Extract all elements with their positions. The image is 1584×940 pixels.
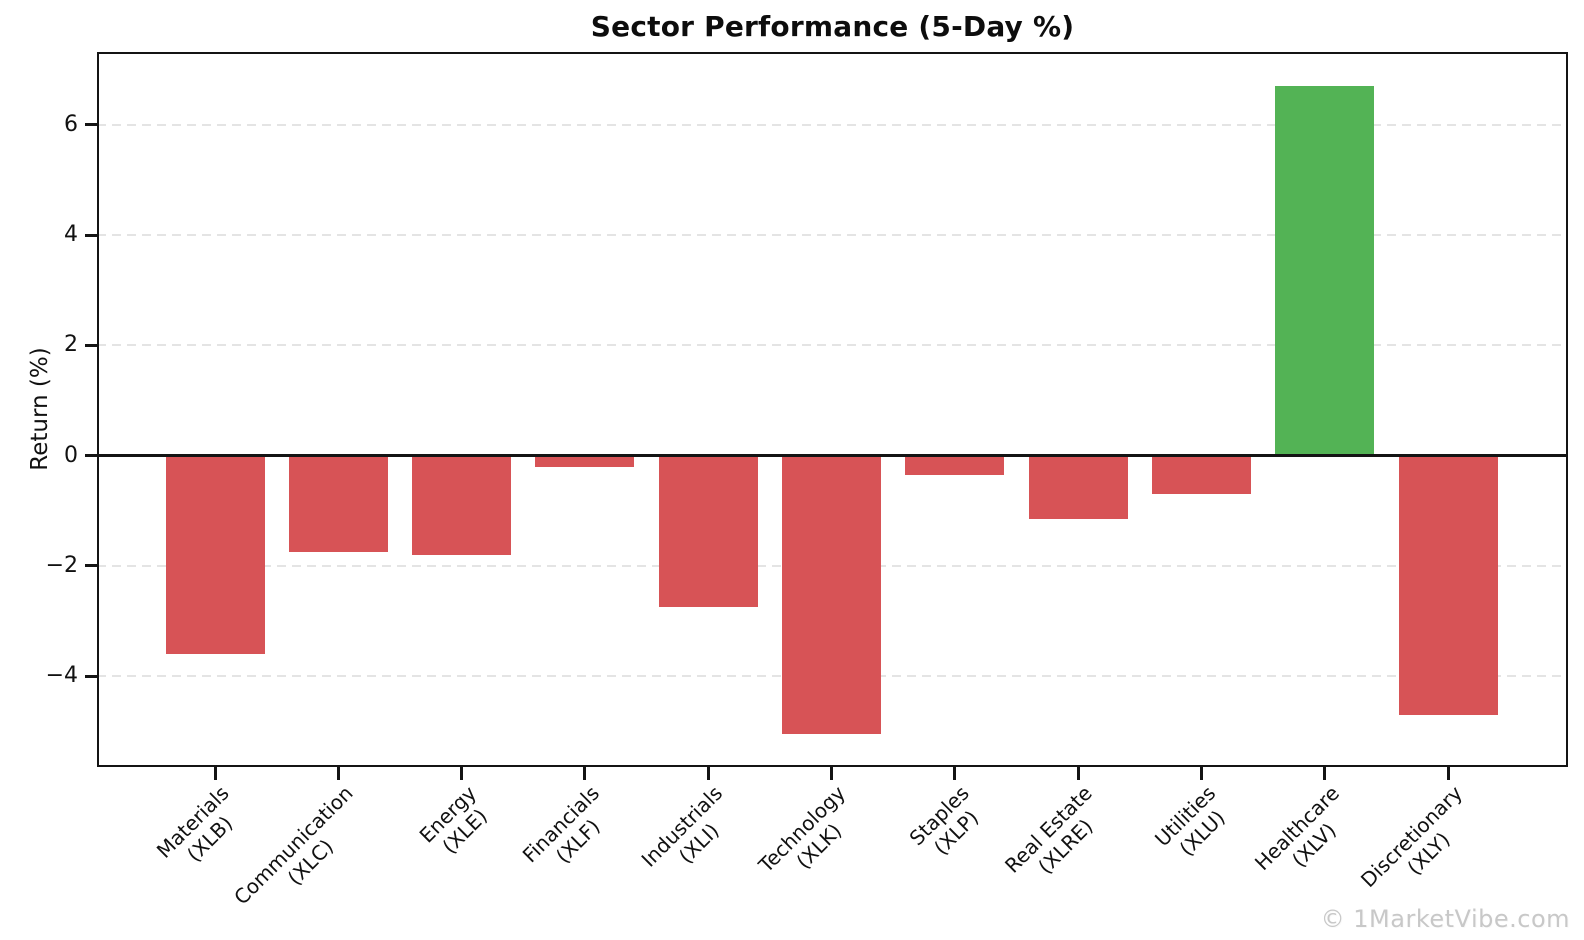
x-tick-label-xlu: Utilities (XLU): [1150, 781, 1230, 861]
y-tick-label: 0: [64, 442, 78, 468]
bar-xly: [1398, 455, 1498, 715]
gridline: [97, 234, 1568, 237]
x-tick-label-xle: Energy (XLE): [414, 781, 492, 859]
y-tick-mark: [85, 564, 97, 568]
y-tick-mark: [85, 674, 97, 678]
x-tick-label-xlv: Healthcare (XLV): [1249, 781, 1344, 876]
x-tick-mark: [213, 767, 217, 780]
y-tick-mark: [85, 233, 97, 237]
x-tick-mark: [1076, 767, 1080, 780]
watermark: © 1MarketVibe.com: [1320, 905, 1570, 933]
x-tick-label-xlc: Communication (XLC): [228, 781, 358, 910]
bar-xlf: [535, 455, 635, 467]
y-tick-mark: [85, 343, 97, 347]
bar-xlb: [165, 455, 265, 654]
y-tick-label: 4: [64, 222, 78, 248]
bar-xlre: [1028, 455, 1128, 519]
x-tick-mark: [336, 767, 340, 780]
bar-xle: [412, 455, 512, 555]
x-tick-label-xly: Discretionary (XLY): [1355, 781, 1467, 893]
x-tick-mark: [1199, 767, 1203, 780]
y-tick-mark: [85, 454, 97, 458]
bar-xli: [658, 455, 758, 608]
y-tick-label: −4: [45, 663, 78, 689]
y-tick-label: 2: [64, 332, 78, 358]
x-tick-mark: [1323, 767, 1327, 780]
x-tick-label-xlf: Financials (XLF): [517, 781, 605, 868]
x-tick-mark: [830, 767, 833, 780]
x-tick-label-xlp: Staples (XLP): [904, 781, 984, 860]
x-tick-mark: [953, 767, 957, 780]
x-tick-mark: [1446, 767, 1450, 780]
bar-xlv: [1275, 86, 1375, 456]
gridline: [97, 123, 1568, 126]
y-tick-label: −2: [45, 552, 78, 578]
zero-line: [97, 454, 1568, 458]
y-tick-mark: [85, 123, 97, 127]
x-tick-label-xli: Industrials (XLI): [636, 781, 728, 872]
x-tick-mark: [583, 767, 587, 780]
x-tick-label-xlb: Materials (XLB): [152, 781, 238, 867]
bar-xlk: [782, 455, 881, 734]
plot-area: [97, 52, 1568, 767]
chart-title: Sector Performance (5-Day %): [590, 10, 1075, 43]
y-tick-label: 6: [64, 111, 78, 137]
bar-xlu: [1151, 455, 1251, 495]
x-tick-label-xlre: Real Estate (XLRE): [1000, 781, 1098, 879]
gridline: [97, 344, 1568, 347]
x-tick-mark: [460, 767, 464, 780]
x-tick-label-xlk: Technology (XLK): [754, 781, 851, 878]
bar-xlp: [905, 455, 1005, 475]
x-tick-mark: [706, 767, 710, 780]
bar-xlc: [288, 455, 388, 552]
